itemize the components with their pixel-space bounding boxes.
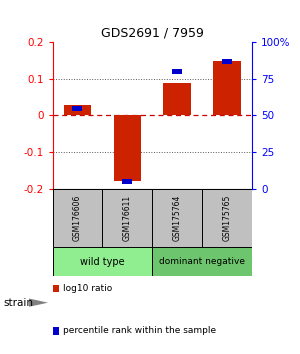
Bar: [114, 115, 141, 181]
Text: GSM175765: GSM175765: [223, 194, 232, 241]
Bar: [172, 69, 182, 74]
Bar: [202, 189, 252, 247]
Title: GDS2691 / 7959: GDS2691 / 7959: [101, 27, 204, 40]
Bar: [213, 61, 241, 115]
Bar: [52, 189, 102, 247]
Text: GSM176611: GSM176611: [123, 195, 132, 241]
Text: percentile rank within the sample: percentile rank within the sample: [63, 326, 216, 336]
Bar: [152, 247, 252, 276]
Bar: [52, 247, 152, 276]
Polygon shape: [28, 298, 48, 307]
Bar: [152, 189, 202, 247]
Bar: [64, 104, 91, 115]
Text: wild type: wild type: [80, 257, 125, 267]
Bar: [164, 82, 191, 115]
Text: GSM175764: GSM175764: [173, 194, 182, 241]
Bar: [73, 106, 82, 110]
Text: strain: strain: [3, 298, 33, 308]
Text: dominant negative: dominant negative: [159, 257, 245, 266]
Bar: [102, 189, 152, 247]
Text: log10 ratio: log10 ratio: [63, 284, 112, 293]
Bar: [222, 59, 232, 64]
Text: GSM176606: GSM176606: [73, 194, 82, 241]
Bar: [122, 179, 132, 184]
